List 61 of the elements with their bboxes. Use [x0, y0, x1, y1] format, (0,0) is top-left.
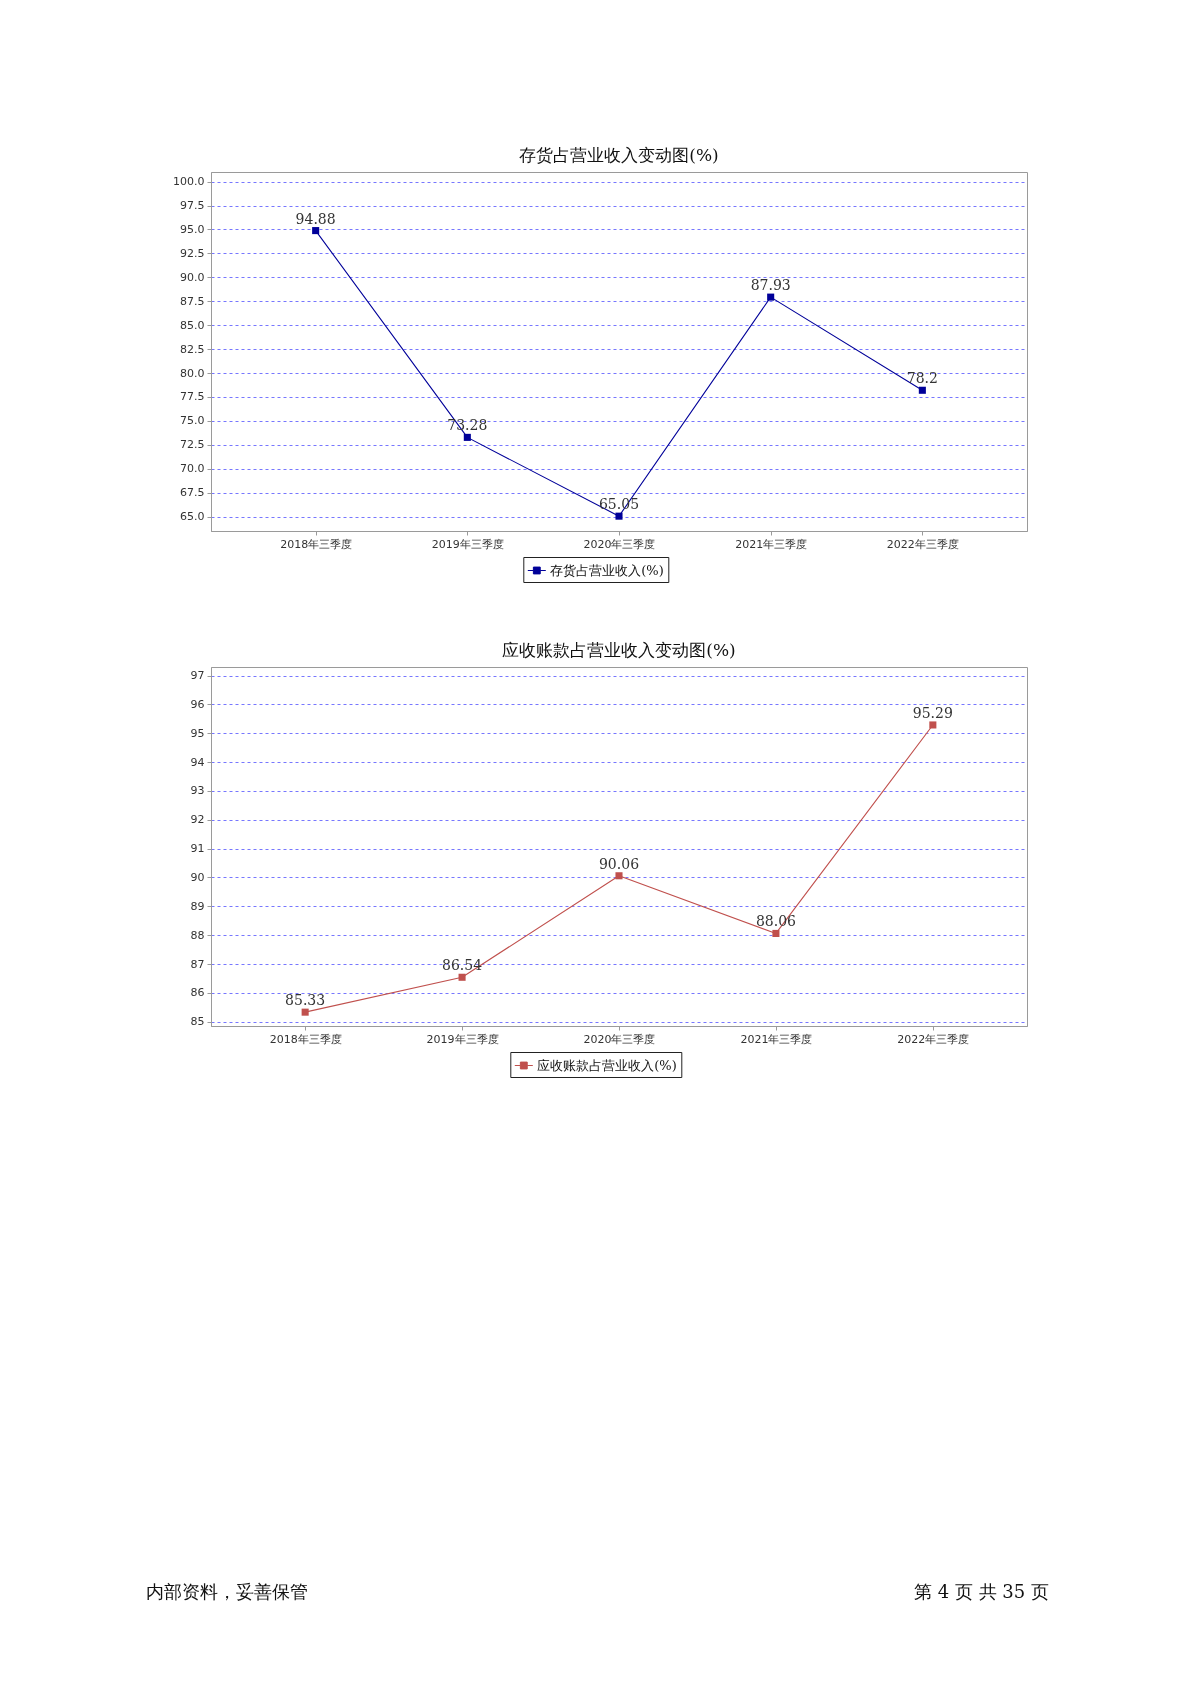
- x-tick-label: 2019年三季度: [431, 537, 504, 551]
- point: [312, 227, 320, 235]
- y-tick-label: 91: [190, 842, 205, 856]
- y-tick-label: 92.5: [180, 246, 205, 260]
- point: [463, 433, 471, 441]
- data-label: 94.88: [295, 210, 336, 227]
- y-tick-label: 92: [190, 813, 205, 827]
- data-label: 87.93: [750, 277, 791, 294]
- y-tick-label: 89: [190, 899, 205, 913]
- x-tick-label: 2021年三季度: [740, 1032, 813, 1046]
- y-tick-label: 70.0: [180, 462, 205, 476]
- point: [918, 386, 926, 394]
- x-tick-label: 2018年三季度: [269, 1032, 342, 1046]
- x-tick-label: 2018年三季度: [280, 537, 353, 551]
- x-tick-label: 2020年三季度: [583, 537, 656, 551]
- y-tick-label: 97: [190, 669, 205, 683]
- y-tick-label: 87: [190, 957, 205, 971]
- point: [929, 721, 937, 729]
- text: 内部资料，妥善保管: [146, 1581, 308, 1602]
- y-tick-label: 100.0: [173, 175, 205, 189]
- y-tick-label: 95.0: [180, 222, 205, 236]
- legend-label: 应收账款占营业收入(%): [537, 1057, 677, 1073]
- legend-label: 存货占营业收入(%): [550, 562, 664, 578]
- point: [301, 1008, 309, 1016]
- y-tick-label: 88: [190, 928, 205, 942]
- y-tick-label: 90: [190, 871, 205, 884]
- y-tick-label: 86: [190, 986, 205, 1000]
- y-tick-label: 77.5: [180, 390, 205, 404]
- y-tick-label: 95: [190, 726, 205, 740]
- y-tick-label: 93: [190, 784, 205, 798]
- x-tick-label: 2022年三季度: [886, 537, 959, 551]
- x-tick-label: 2022年三季度: [897, 1032, 970, 1046]
- point: [772, 929, 780, 937]
- x-tick-label: 2019年三季度: [426, 1032, 499, 1046]
- text: 第 4 页 共 35 页: [914, 1581, 1049, 1602]
- data-label: 78.2: [906, 370, 938, 387]
- data-label: 85.33: [285, 992, 326, 1009]
- data-label: 95.29: [912, 704, 953, 721]
- point: [615, 512, 623, 520]
- y-tick-label: 67.5: [180, 486, 205, 500]
- data-label: 86.54: [442, 957, 483, 974]
- y-tick-label: 85.0: [180, 318, 205, 332]
- x-tick-label: 2020年三季度: [583, 1032, 656, 1046]
- chart-title: 存货占营业收入变动图(%): [519, 145, 719, 165]
- y-tick-label: 96: [190, 697, 205, 711]
- point: [767, 293, 775, 301]
- data-label: 90.06: [598, 855, 640, 872]
- y-tick-label: 80.0: [180, 366, 205, 380]
- y-tick-label: 75.0: [180, 414, 205, 428]
- y-tick-label: 90.0: [180, 270, 205, 284]
- point: [615, 872, 623, 880]
- y-tick-label: 65.0: [180, 510, 205, 524]
- y-tick-label: 94: [190, 755, 205, 769]
- chart-title: 应收账款占营业收入变动图(%): [502, 640, 736, 660]
- y-tick-label: 97.5: [180, 199, 205, 213]
- x-tick-label: 2021年三季度: [735, 537, 808, 551]
- y-tick-label: 85: [190, 1015, 205, 1029]
- y-tick-label: 87.5: [180, 294, 205, 308]
- y-tick-label: 72.5: [180, 438, 205, 452]
- y-tick-label: 82.5: [180, 342, 205, 356]
- point: [458, 973, 466, 981]
